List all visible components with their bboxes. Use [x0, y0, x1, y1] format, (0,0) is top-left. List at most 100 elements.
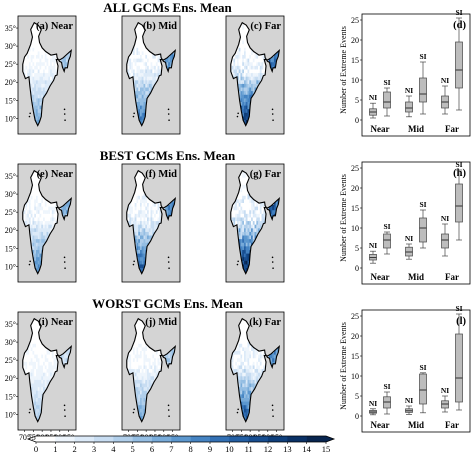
- india-outline: [22, 317, 73, 423]
- island: [236, 263, 239, 266]
- grid-cell: [69, 49, 72, 56]
- colorbar-segment: [74, 436, 95, 442]
- group-label: Far: [445, 124, 459, 134]
- island: [168, 119, 170, 121]
- y-tick-label: 5: [355, 96, 359, 105]
- island: [237, 260, 239, 263]
- india-outline: [126, 169, 177, 275]
- box-Mid-SI: SI: [419, 200, 427, 249]
- lat-tick-label: 15°: [5, 244, 16, 253]
- map-panel-5: (g) Far: [225, 163, 285, 283]
- y-tick-label: 10: [351, 76, 359, 85]
- colorbar-segment: [36, 436, 56, 442]
- grid-cell: [251, 197, 257, 204]
- box-group-label: NI: [369, 241, 377, 250]
- india-outline: [126, 317, 177, 423]
- island: [63, 261, 66, 263]
- india-outline: [230, 21, 281, 127]
- group-label: Mid: [408, 124, 424, 134]
- colorbar-segment: [55, 436, 75, 442]
- colorbar-tick-label: 11: [245, 444, 253, 452]
- grid-cell: [173, 197, 176, 204]
- colorbar-tick-label: 13: [283, 444, 292, 452]
- island: [167, 261, 170, 263]
- grid-cell: [277, 197, 280, 204]
- box: [405, 101, 413, 113]
- colorbar-segment: [306, 436, 327, 442]
- grid-cell: [143, 194, 149, 200]
- box-group-label: NI: [441, 76, 449, 85]
- group-label: Near: [371, 420, 390, 430]
- map-panel-label: (k) Far: [249, 317, 281, 328]
- box-group-label: SI: [419, 200, 426, 209]
- island: [133, 260, 135, 263]
- boxplot-panel-label: (h): [453, 168, 466, 179]
- grid-cell: [43, 345, 49, 352]
- box-group-label: NI: [405, 86, 413, 95]
- lat-tick-label: 10°: [5, 410, 16, 419]
- grid-cells: [230, 172, 280, 274]
- island: [168, 415, 170, 417]
- island: [29, 112, 31, 115]
- y-tick-label: 0: [355, 116, 359, 125]
- box-Mid-SI: SI: [419, 363, 427, 414]
- grid-cell: [39, 342, 45, 348]
- india-outline: [230, 169, 281, 275]
- colorbar-segment: [248, 436, 269, 442]
- y-tick-label: 15: [351, 56, 359, 65]
- grid-cells: [126, 24, 176, 126]
- lat-tick-label: 25°: [5, 208, 16, 217]
- colorbar-extend-arrow: [326, 436, 334, 442]
- group-label: Mid: [408, 420, 424, 430]
- island: [64, 267, 66, 269]
- map-panel-label: (b) Mid: [143, 21, 177, 32]
- box-Mid-NI: NI: [405, 86, 413, 118]
- y-tick-label: 15: [351, 204, 359, 213]
- box-group-label: SI: [383, 382, 390, 391]
- island: [237, 408, 239, 411]
- map-panel-8: (k) Far70°75°80°85°90°95°: [225, 311, 285, 442]
- box-Far-SI: SI: [455, 8, 463, 111]
- lat-tick-label: 10°: [5, 262, 16, 271]
- colorbar-segment: [229, 436, 249, 442]
- grid-cell: [39, 194, 45, 200]
- island: [271, 256, 274, 259]
- y-axis-label: Number of Extreme Events: [339, 26, 348, 114]
- colorbar-tick-label: 5: [131, 444, 135, 452]
- island: [271, 261, 274, 263]
- group-label: Far: [445, 420, 459, 430]
- grid-cell: [69, 197, 72, 204]
- y-tick-label: 20: [351, 332, 359, 341]
- box-group-label: SI: [419, 52, 426, 61]
- map-panel-4: (f) Mid: [121, 163, 181, 283]
- y-tick-label: 10: [351, 372, 359, 381]
- box: [419, 217, 427, 243]
- colorbar-tick-label: 6: [150, 444, 154, 452]
- colorbar-tick-label: 12: [264, 444, 273, 452]
- island: [28, 263, 31, 266]
- box-group-label: SI: [455, 304, 462, 313]
- box-group-label: NI: [369, 93, 377, 102]
- colorbar-segment: [268, 436, 288, 442]
- y-tick-label: 25: [351, 16, 359, 25]
- grid-cell: [173, 49, 176, 56]
- y-tick-label: 25: [351, 312, 359, 321]
- grid-cell: [69, 345, 72, 352]
- map-panel-label: (c) Far: [250, 21, 281, 32]
- map-panel-label: (a) Near: [36, 21, 73, 32]
- lon-tick-label: 70°: [19, 433, 30, 442]
- island: [132, 411, 135, 414]
- map-panel-1: (b) Mid: [121, 15, 181, 135]
- grid-cell: [277, 49, 280, 56]
- island: [63, 113, 66, 115]
- grid-cell: [247, 194, 253, 200]
- colorbar-tick-label: 4: [111, 444, 116, 452]
- lat-tick-label: 35°: [5, 320, 16, 329]
- box-Near-NI: NI: [369, 93, 377, 119]
- boxplot-panel-label: (d): [453, 20, 466, 31]
- box-group-label: SI: [455, 160, 462, 169]
- map-panel-0: (a) Near 35° 30° 25° 20° 15° 10°: [5, 15, 77, 135]
- map-panel-label: (i) Near: [38, 317, 73, 328]
